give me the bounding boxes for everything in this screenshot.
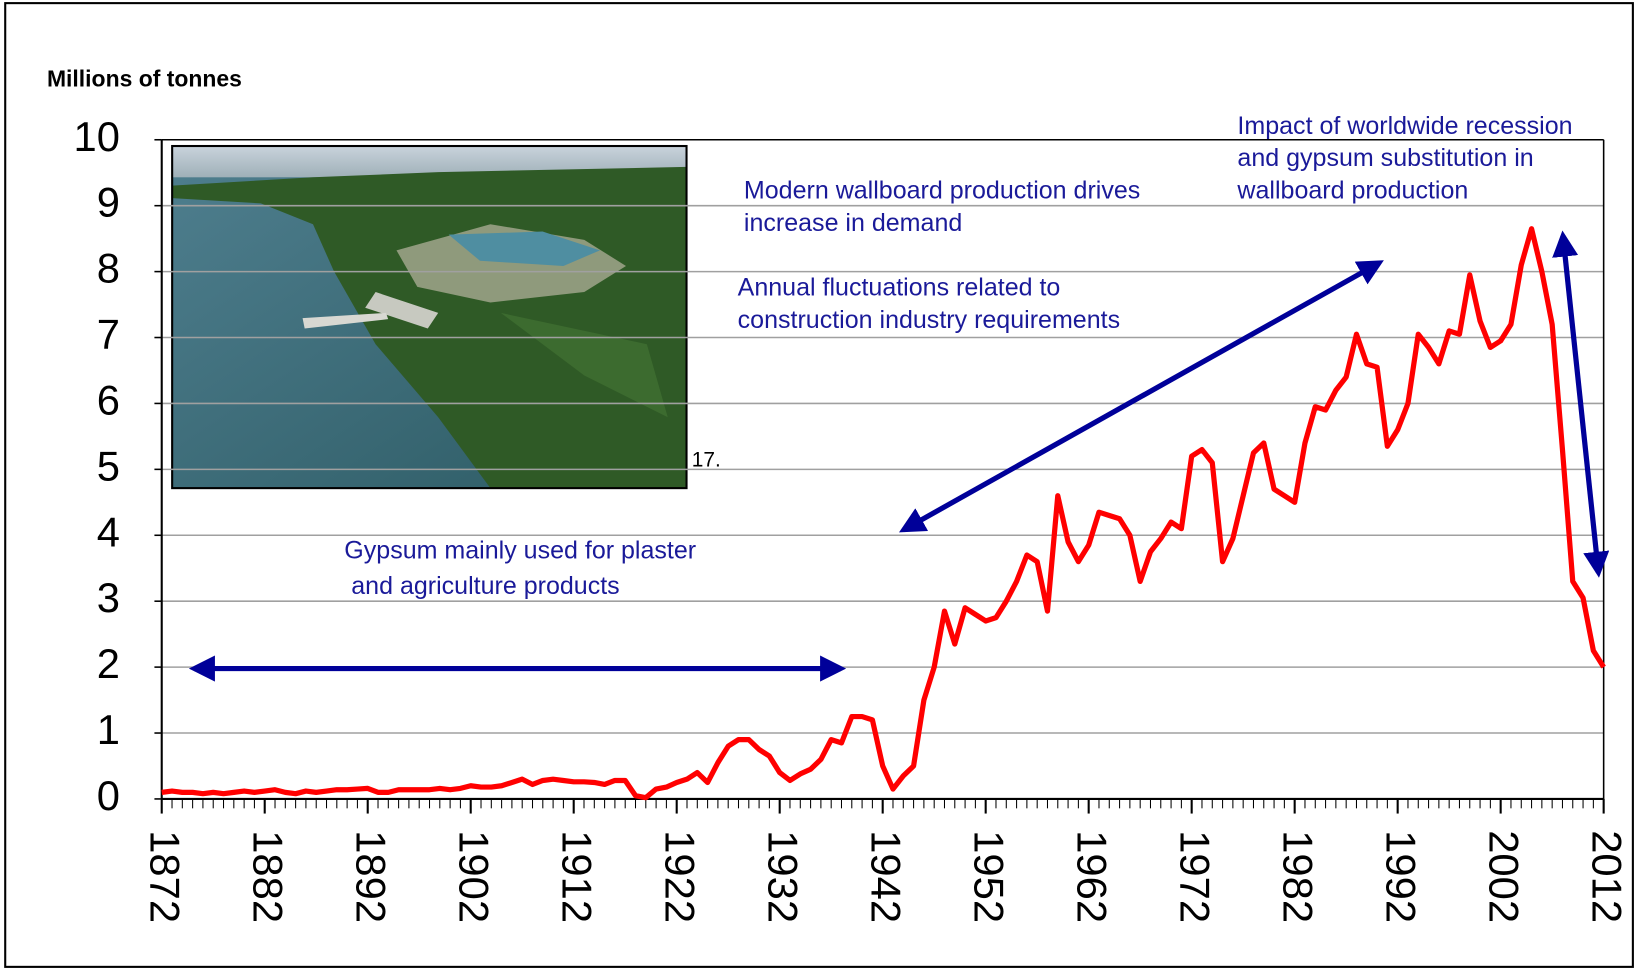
y-tick-label: 6 <box>97 376 120 423</box>
x-tick-label: 1882 <box>245 830 292 923</box>
x-tick-label: 1962 <box>1069 830 1116 923</box>
y-tick-label: 7 <box>97 311 120 358</box>
x-tick-label: 1922 <box>657 830 704 923</box>
x-tick-label: 1952 <box>966 830 1013 923</box>
x-tick-label: 1912 <box>554 830 601 923</box>
y-tick-label: 5 <box>97 442 120 489</box>
x-tick-label: 2002 <box>1481 830 1528 923</box>
x-tick-label: 1982 <box>1275 830 1322 923</box>
x-tick-label: 1872 <box>142 830 189 923</box>
annotation: Gypsum mainly used for plaster <box>344 536 696 564</box>
annotation: and gypsum substitution in <box>1237 144 1533 172</box>
y-tick-label: 2 <box>97 640 120 687</box>
y-tick-label: 1 <box>97 706 120 753</box>
x-tick-label: 1972 <box>1172 830 1219 923</box>
photo <box>172 146 686 488</box>
page: {"chart_data": { "type": "line", "y_axis… <box>0 0 1636 970</box>
annotation: Impact of worldwide recession <box>1237 112 1572 140</box>
chart: Millions of tonnes 17. 0 1 2 3 4 5 6 7 8 9 10 1872 1… <box>0 0 1636 970</box>
y-tick-label: 10 <box>74 113 120 160</box>
y-tick-label: 8 <box>97 245 120 292</box>
x-tick-label: 1892 <box>348 830 395 923</box>
annotation: Modern wallboard production drives <box>744 177 1140 205</box>
y-tick-label: 3 <box>97 574 120 621</box>
y-axis-label: Millions of tonnes <box>47 65 242 91</box>
x-tick-label: 2012 <box>1584 830 1631 923</box>
x-tick-label: 1992 <box>1378 830 1425 923</box>
x-tick-label: 1902 <box>451 830 498 923</box>
y-tick-label: 9 <box>97 179 120 226</box>
annotation: increase in demand <box>744 209 962 237</box>
x-tick-label: 1942 <box>863 830 910 923</box>
photo-caption: 17. <box>692 449 721 472</box>
annotation: construction industry requirements <box>738 306 1120 334</box>
y-tick-label: 0 <box>97 772 120 819</box>
annotation: wallboard production <box>1236 177 1468 205</box>
y-tick-label: 4 <box>97 508 120 555</box>
x-tick-label: 1932 <box>760 830 807 923</box>
annotation: Annual fluctuations related to <box>738 274 1061 302</box>
annotation: and agriculture products <box>344 572 619 600</box>
